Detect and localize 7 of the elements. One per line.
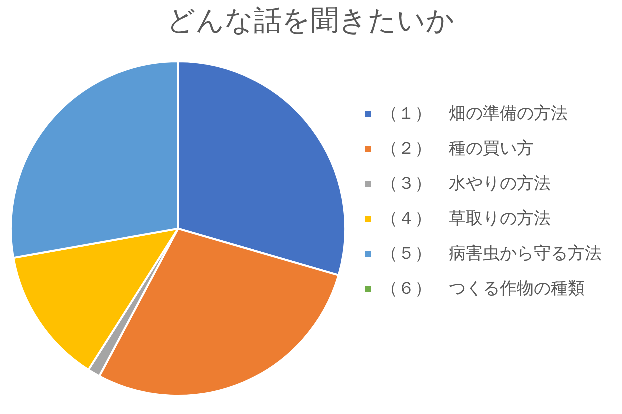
legend-label: （６） つくる作物の種類 [381,278,585,299]
legend-label: （２） 種の買い方 [381,138,534,159]
legend-label: （４） 草取りの方法 [381,208,551,229]
legend-label: （３） 水やりの方法 [381,174,551,194]
legend-label: （１） 畑の準備の方法 [381,104,568,124]
chart-title: どんな話を聞きたいか [167,4,455,38]
legend-label: （５） 病害虫から守る方法 [381,244,602,264]
